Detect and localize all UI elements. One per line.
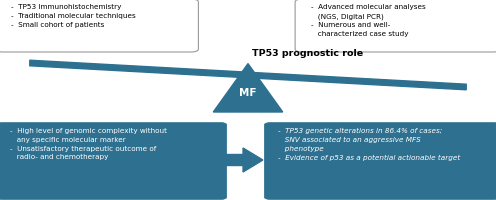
Text: -  TP53 Immunohistochemistry
-  Traditional molecular techniques
-  Small cohort: - TP53 Immunohistochemistry - Traditiona…	[11, 4, 136, 28]
FancyBboxPatch shape	[264, 123, 496, 199]
FancyBboxPatch shape	[295, 0, 496, 52]
Text: -  TP53 genetic alterations in 86.4% of cases;
   SNV associated to an aggressiv: - TP53 genetic alterations in 86.4% of c…	[278, 128, 460, 161]
Text: -  High level of genomic complexity without
   any specific molecular marker
-  : - High level of genomic complexity witho…	[10, 128, 167, 160]
Polygon shape	[30, 60, 466, 90]
Text: TP53 prognostic role: TP53 prognostic role	[252, 49, 363, 58]
FancyArrow shape	[226, 148, 263, 172]
FancyBboxPatch shape	[0, 123, 227, 199]
Polygon shape	[213, 64, 283, 112]
Text: -  Advanced molecular analyses
   (NGS, Digital PCR)
-  Numerous and well-
   ch: - Advanced molecular analyses (NGS, Digi…	[311, 4, 426, 37]
Text: MF: MF	[239, 88, 257, 98]
FancyBboxPatch shape	[0, 0, 198, 52]
